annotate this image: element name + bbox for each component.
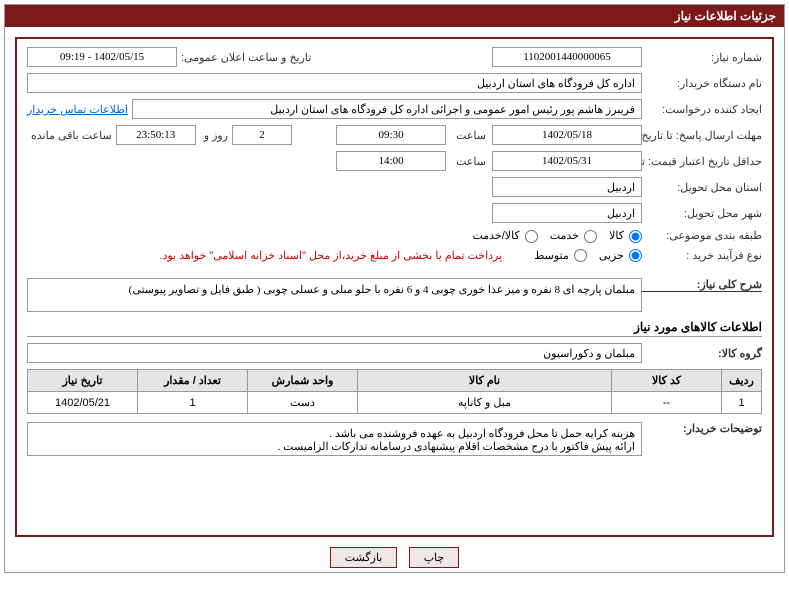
remaining-days-label: روز و xyxy=(200,129,228,142)
response-time-label: ساعت xyxy=(452,129,486,142)
goods-group-input[interactable] xyxy=(27,343,642,363)
cell-unit: دست xyxy=(248,392,358,414)
purchase-note: پرداخت تمام یا بخشی از مبلغ خرید،از محل … xyxy=(159,249,502,262)
th-name: نام کالا xyxy=(358,370,612,392)
th-code: کد کالا xyxy=(612,370,722,392)
goods-section-title: اطلاعات کالاهای مورد نیاز xyxy=(27,320,762,337)
radio-kala-text: کالا xyxy=(609,230,624,242)
main-container: جزئیات اطلاعات نیاز شماره نیاز: تاریخ و … xyxy=(4,4,785,573)
row-goods-group: گروه کالا: xyxy=(27,343,762,363)
page-title: جزئیات اطلاعات نیاز xyxy=(675,9,776,23)
radio-medium-text: متوسط xyxy=(534,250,569,262)
th-unit: واحد شمارش xyxy=(248,370,358,392)
radio-khedmat-label: خدمت xyxy=(550,229,597,243)
announce-datetime-input[interactable] xyxy=(27,47,177,67)
content-panel: شماره نیاز: تاریخ و ساعت اعلان عمومی: نا… xyxy=(15,37,774,537)
radio-partial[interactable] xyxy=(629,249,642,262)
cell-code: -- xyxy=(612,392,722,414)
response-deadline-time[interactable] xyxy=(336,125,446,145)
remaining-suffix: ساعت باقی مانده xyxy=(27,129,112,142)
remaining-time[interactable] xyxy=(116,125,196,145)
radio-kala[interactable] xyxy=(629,230,642,243)
subject-category-label: طبقه بندی موضوعی: xyxy=(642,229,762,242)
announce-datetime-label: تاریخ و ساعت اعلان عمومی: xyxy=(177,51,311,64)
radio-khedmat-text: خدمت xyxy=(550,230,579,242)
radio-both-text: کالا/خدمت xyxy=(472,230,519,242)
radio-partial-label: جزیی xyxy=(599,249,642,263)
print-button[interactable]: چاپ xyxy=(409,547,460,568)
remaining-days[interactable] xyxy=(232,125,292,145)
requester-input[interactable] xyxy=(132,99,642,119)
cell-qty: 1 xyxy=(138,392,248,414)
th-date: تاریخ نیاز xyxy=(28,370,138,392)
purchase-process-label: نوع فرآیند خرید : xyxy=(642,249,762,262)
radio-both-label: کالا/خدمت xyxy=(472,229,537,243)
delivery-province-label: استان محل تحویل: xyxy=(642,181,762,194)
th-row: ردیف xyxy=(722,370,762,392)
delivery-city-input[interactable] xyxy=(492,203,642,223)
radio-khedmat[interactable] xyxy=(584,230,597,243)
need-description-label: شرح کلی نیاز: xyxy=(642,278,762,292)
row-purchase-process: نوع فرآیند خرید : جزیی متوسط پرداخت تمام… xyxy=(27,249,762,263)
row-response-deadline: مهلت ارسال پاسخ: تا تاریخ: ساعت روز و سا… xyxy=(27,125,762,145)
row-price-validity: حداقل تاریخ اعتبار قیمت: تا تاریخ: ساعت xyxy=(27,151,762,171)
row-delivery-province: استان محل تحویل: xyxy=(27,177,762,197)
row-delivery-city: شهر محل تحویل: xyxy=(27,203,762,223)
price-validity-label: حداقل تاریخ اعتبار قیمت: تا تاریخ: xyxy=(642,155,762,168)
cell-date: 1402/05/21 xyxy=(28,392,138,414)
contact-link[interactable]: اطلاعات تماس خریدار xyxy=(27,103,128,116)
buyer-org-input[interactable] xyxy=(27,73,642,93)
row-buyer-org: نام دستگاه خریدار: xyxy=(27,73,762,93)
response-deadline-label: مهلت ارسال پاسخ: تا تاریخ: xyxy=(642,129,762,142)
response-deadline-date[interactable] xyxy=(492,125,642,145)
need-description-textarea[interactable] xyxy=(27,278,642,312)
radio-both[interactable] xyxy=(525,230,538,243)
table-row: 1 -- مبل و کاناپه دست 1 1402/05/21 xyxy=(28,392,762,414)
row-subject-category: طبقه بندی موضوعی: کالا خدمت کالا/خدمت xyxy=(27,229,762,243)
row-requester: ایجاد کننده درخواست: اطلاعات تماس خریدار xyxy=(27,99,762,119)
goods-table: ردیف کد کالا نام کالا واحد شمارش تعداد /… xyxy=(27,369,762,414)
goods-group-label: گروه کالا: xyxy=(642,347,762,360)
need-number-input[interactable] xyxy=(492,47,642,67)
row-need-number: شماره نیاز: تاریخ و ساعت اعلان عمومی: xyxy=(27,47,762,67)
delivery-province-input[interactable] xyxy=(492,177,642,197)
th-qty: تعداد / مقدار xyxy=(138,370,248,392)
delivery-city-label: شهر محل تحویل: xyxy=(642,207,762,220)
radio-partial-text: جزیی xyxy=(599,250,624,262)
price-validity-date[interactable] xyxy=(492,151,642,171)
buyer-notes-label: توضیحات خریدار: xyxy=(642,422,762,435)
button-row: چاپ بازگشت xyxy=(5,547,784,568)
table-header-row: ردیف کد کالا نام کالا واحد شمارش تعداد /… xyxy=(28,370,762,392)
price-validity-time[interactable] xyxy=(336,151,446,171)
cell-row: 1 xyxy=(722,392,762,414)
radio-kala-label: کالا xyxy=(609,229,642,243)
buyer-notes-textarea[interactable] xyxy=(27,422,642,456)
row-buyer-notes: توضیحات خریدار: xyxy=(27,422,762,456)
radio-medium-label: متوسط xyxy=(534,249,587,263)
title-bar: جزئیات اطلاعات نیاز xyxy=(5,5,784,27)
cell-name: مبل و کاناپه xyxy=(358,392,612,414)
radio-medium[interactable] xyxy=(574,249,587,262)
price-validity-time-label: ساعت xyxy=(452,155,486,168)
need-number-label: شماره نیاز: xyxy=(642,51,762,64)
requester-label: ایجاد کننده درخواست: xyxy=(642,103,762,116)
back-button[interactable]: بازگشت xyxy=(330,547,398,568)
buyer-org-label: نام دستگاه خریدار: xyxy=(642,77,762,90)
row-need-description: شرح کلی نیاز: xyxy=(27,278,762,312)
